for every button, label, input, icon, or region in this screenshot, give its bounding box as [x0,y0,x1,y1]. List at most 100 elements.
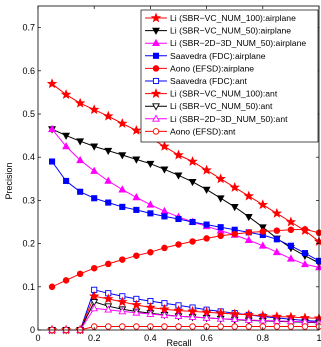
data-point [76,270,84,278]
legend-entry: Aono (EFSD):airplane [145,63,254,73]
data-point [301,323,309,330]
legend-box [140,9,319,143]
data-point [216,314,225,322]
data-point [131,299,142,310]
y-tick-label: 0.7 [22,23,35,33]
data-point [243,190,254,201]
data-point [104,323,112,330]
data-point [74,97,86,108]
data-point [258,224,267,232]
data-point [175,323,182,330]
data-point [244,213,253,222]
legend-label: Li (SBR−VC_NUM_100):airplane [170,13,296,23]
data-point [189,218,196,226]
data-point [245,323,252,330]
data-point [230,314,239,323]
legend-marker [152,52,160,59]
data-point [133,252,140,259]
data-point [271,207,283,218]
data-point [202,186,211,194]
data-point [272,247,281,256]
data-point [62,132,71,140]
data-point [301,226,309,233]
y-tick-label: 0.3 [22,195,35,205]
data-point [119,203,126,210]
data-point [46,78,58,89]
data-point [117,118,128,128]
data-point [203,235,210,242]
legend-marker [152,128,160,135]
data-point [77,188,84,195]
y-tick-label: 0 [30,325,35,335]
data-point [119,323,126,330]
data-point [201,164,212,175]
y-tick-label: 0.1 [22,282,35,292]
legend-entry: Saavedra (FDC):ant [145,76,248,86]
legend-marker [152,65,160,72]
data-point [103,293,114,304]
data-point [62,142,71,150]
data-point [187,156,198,166]
legend-entry: Saavedra (FDC):airplane [145,51,266,61]
legend-entry: Li (SBR−VC_NUM_50):airplane [145,26,291,36]
y-tick-label: 0.2 [22,239,35,249]
data-point [131,124,142,135]
data-point [76,138,85,146]
data-point [159,140,170,151]
data-point [104,147,113,156]
data-point [244,315,253,323]
data-point [90,166,99,174]
x-tick-label: 0.6 [200,333,213,343]
data-point [217,232,224,240]
legend-label: Aono (EFSD):ant [170,126,236,136]
data-point [259,228,267,235]
data-point [118,152,127,160]
data-point [202,313,211,321]
data-point [132,193,141,201]
data-point [161,323,168,330]
x-tick-label: 0.8 [257,333,270,343]
data-point [48,124,57,132]
data-point [90,299,99,307]
data-point [173,149,184,160]
legend-marker [150,12,162,23]
data-point [89,104,100,115]
data-point [175,215,182,223]
data-point [257,199,268,210]
data-point [160,166,169,174]
data-point [91,195,98,202]
data-point [90,143,99,151]
data-point [273,323,281,330]
legend-marker [150,88,162,99]
x-tick-label: 0 [35,333,40,343]
legend-marker [152,103,160,111]
legend-entry: Li (SBR−2D−3D_NUM_50):airplane [145,38,306,48]
data-point [104,305,113,313]
data-point [146,160,155,169]
series-10 [48,323,321,334]
data-point [161,244,168,252]
data-point [203,221,210,228]
data-point [146,200,155,208]
x-axis-title: Recall [166,338,191,347]
legend-label: Saavedra (FDC):airplane [170,51,266,61]
legend-label: Aono (EFSD):airplane [170,63,254,73]
legend-entry: Li (SBR−VC_NUM_100):airplane [145,12,296,23]
data-point [217,224,224,231]
data-point [287,242,294,249]
data-point [273,236,280,243]
legend-label: Li (SBR−VC_NUM_100):ant [170,89,278,99]
data-point [286,254,295,262]
legend-marker [152,77,160,85]
data-point [132,156,141,164]
data-point [217,323,224,330]
legend-label: Li (SBR−VC_NUM_50):ant [170,101,273,111]
data-point [63,177,70,185]
legend-marker [152,27,160,35]
axes-layer: 0 0.2 0.4 0.6 0.8 1 0 0.1 0.2 0.3 0.4 0.5 0.6 0.7 [22,5,321,343]
x-tick-label: 0.2 [88,333,101,343]
legend-label: Li (SBR−VC_NUM_50):airplane [170,26,291,36]
x-tick-label: 0.4 [144,333,157,343]
data-point [146,309,155,317]
legend-entry: Li (SBR−2D−3D_NUM_50):ant [145,114,288,124]
